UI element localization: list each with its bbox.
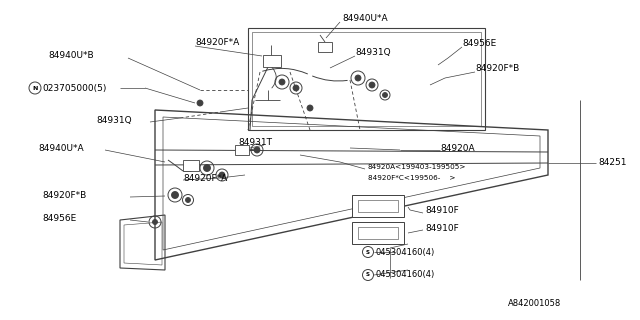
Text: 84920F*C<199506-    >: 84920F*C<199506- > — [368, 175, 456, 181]
FancyBboxPatch shape — [358, 200, 398, 212]
Text: 84956E: 84956E — [42, 213, 76, 222]
Circle shape — [355, 75, 361, 81]
Circle shape — [254, 147, 260, 153]
FancyBboxPatch shape — [318, 42, 332, 52]
Circle shape — [186, 197, 191, 203]
Circle shape — [307, 105, 313, 111]
Text: 045304160(4): 045304160(4) — [375, 270, 435, 279]
Text: N: N — [32, 85, 38, 91]
Text: 84910F: 84910F — [425, 205, 459, 214]
Text: 84920F*A: 84920F*A — [195, 37, 239, 46]
Circle shape — [293, 85, 299, 91]
FancyBboxPatch shape — [252, 32, 481, 126]
FancyBboxPatch shape — [358, 227, 398, 239]
Text: 84931Q: 84931Q — [96, 116, 132, 124]
Text: 84931T: 84931T — [238, 138, 272, 147]
Text: S: S — [366, 273, 370, 277]
Circle shape — [197, 100, 203, 106]
Text: 84920F*B: 84920F*B — [42, 190, 86, 199]
Text: 84920A<199403-199505>: 84920A<199403-199505> — [368, 164, 467, 170]
Text: 84920F*A: 84920F*A — [183, 173, 227, 182]
FancyBboxPatch shape — [183, 160, 199, 171]
Text: 84920A: 84920A — [440, 143, 475, 153]
Text: 045304160(4): 045304160(4) — [375, 247, 435, 257]
Text: 84940U*A: 84940U*A — [342, 13, 388, 22]
Text: 84940U*A: 84940U*A — [38, 143, 84, 153]
Text: A842001058: A842001058 — [508, 299, 561, 308]
Text: 84931Q: 84931Q — [355, 47, 390, 57]
FancyBboxPatch shape — [263, 55, 281, 67]
Circle shape — [383, 92, 387, 98]
Text: 84920F*B: 84920F*B — [475, 63, 519, 73]
Circle shape — [152, 220, 157, 225]
Text: 84251: 84251 — [598, 157, 627, 166]
Text: S: S — [366, 250, 370, 254]
FancyBboxPatch shape — [352, 195, 404, 217]
Text: 84910F: 84910F — [425, 223, 459, 233]
FancyBboxPatch shape — [235, 145, 249, 155]
Circle shape — [219, 172, 225, 178]
Circle shape — [369, 82, 375, 88]
Text: 84940U*B: 84940U*B — [48, 51, 93, 60]
Circle shape — [172, 191, 179, 198]
Text: 84956E: 84956E — [462, 38, 496, 47]
Text: 023705000(5): 023705000(5) — [42, 84, 106, 92]
FancyBboxPatch shape — [352, 222, 404, 244]
Circle shape — [204, 164, 211, 172]
Circle shape — [279, 79, 285, 85]
FancyBboxPatch shape — [248, 28, 485, 130]
